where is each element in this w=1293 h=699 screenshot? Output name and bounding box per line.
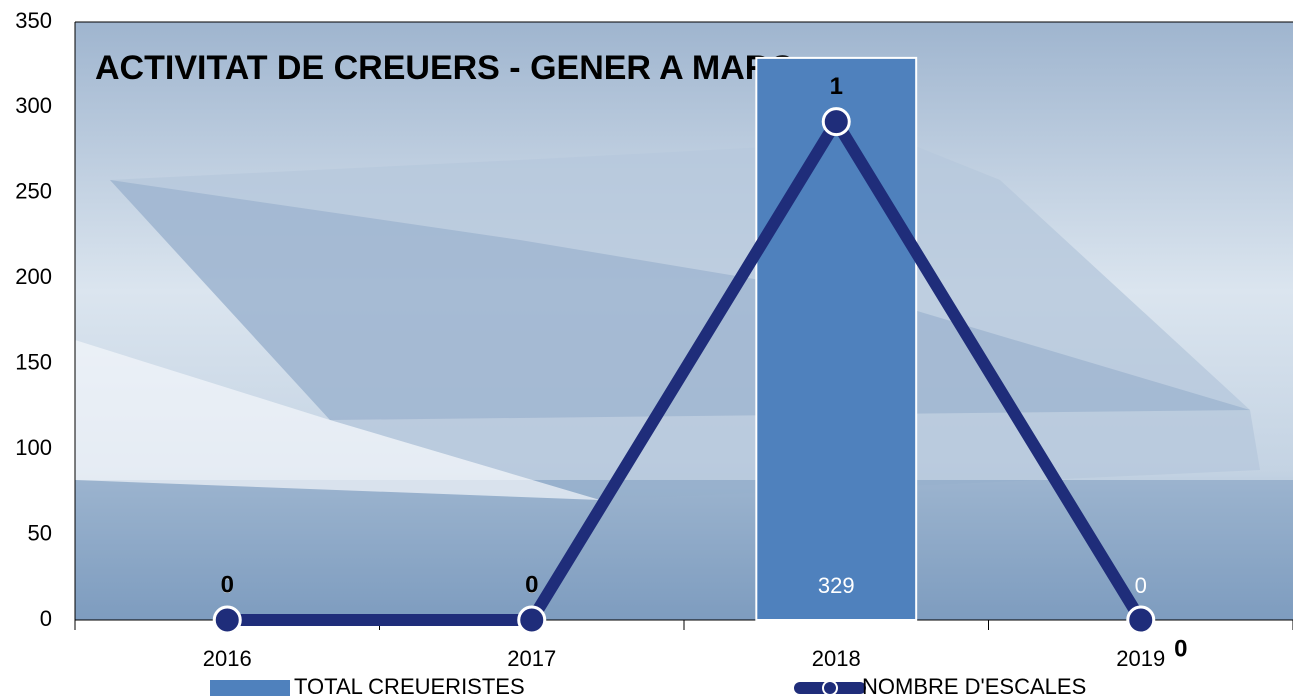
line <box>227 115 1146 626</box>
line-label: 1 <box>830 73 843 100</box>
y-tick-label: 350 <box>15 8 52 33</box>
line-label: 0 <box>1174 635 1187 662</box>
line-point <box>821 107 851 137</box>
y-tick-label: 200 <box>15 264 52 289</box>
line-point <box>212 605 242 635</box>
y-tick-label: 300 <box>15 93 52 118</box>
y-tick-label: 0 <box>40 606 52 631</box>
y-tick-label: 150 <box>15 350 52 375</box>
y-tick-label: 100 <box>15 435 52 460</box>
legend-label: TOTAL CREUERISTES <box>294 674 525 699</box>
y-tick-label: 250 <box>15 179 52 204</box>
bar-label: 0 <box>221 573 233 598</box>
line-label: 0 <box>221 571 234 598</box>
line-point <box>1126 605 1156 635</box>
legend-swatch <box>210 680 290 696</box>
bar-label: 329 <box>818 573 855 598</box>
bar-label: 0 <box>1135 573 1147 598</box>
bar-label: 0 <box>526 573 538 598</box>
legend-marker <box>822 680 838 696</box>
y-tick-label: 50 <box>28 520 52 545</box>
line-label: 0 <box>525 571 538 598</box>
x-tick-label: 2016 <box>203 646 252 671</box>
background <box>75 22 1293 620</box>
x-tick-label: 2019 <box>1116 646 1165 671</box>
x-tick-label: 2018 <box>812 646 861 671</box>
bar <box>755 56 918 621</box>
line-point <box>517 605 547 635</box>
chart-title: ACTIVITAT DE CREUERS - GENER A MARÇ <box>95 49 794 87</box>
x-tick-label: 2017 <box>507 646 556 671</box>
legend-label: NOMBRE D'ESCALES <box>862 674 1086 699</box>
